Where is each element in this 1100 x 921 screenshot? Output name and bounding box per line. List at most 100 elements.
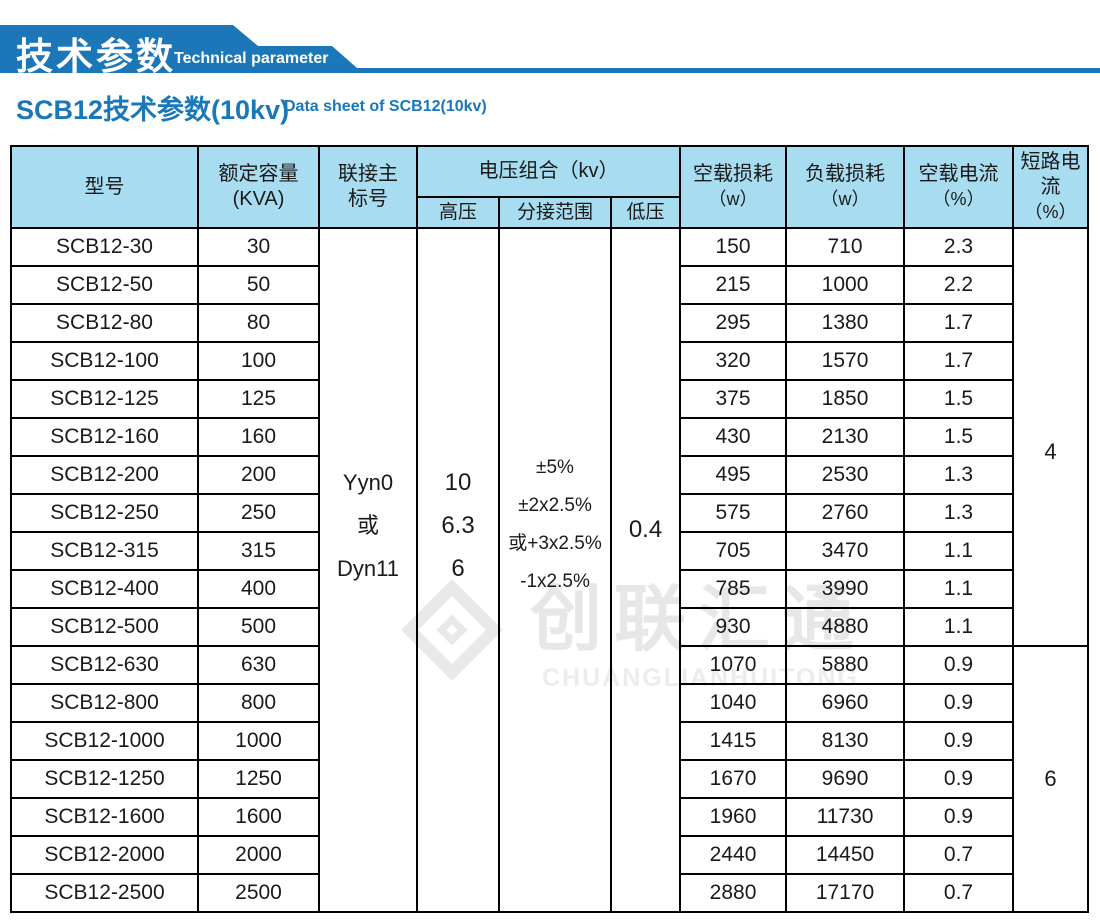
capacity-cell: 630 bbox=[197, 645, 320, 685]
page-title: SCB12技术参数(10kv) bbox=[16, 95, 290, 125]
section-banner: 技术参数 Technical parameter bbox=[0, 25, 1100, 73]
header-no-load-current: 空载电流 （%） bbox=[903, 145, 1015, 229]
no-load-loss-cell: 575 bbox=[679, 493, 788, 533]
table-row: SCB12-400 400 785 3990 1.1 bbox=[10, 569, 1088, 609]
short-circuit-cell: 6 bbox=[1012, 645, 1090, 913]
load-loss-cell: 1850 bbox=[785, 379, 906, 419]
capacity-cell: 100 bbox=[197, 341, 320, 381]
no-load-loss-cell: 1415 bbox=[679, 721, 788, 761]
no-load-loss-cell: 1960 bbox=[679, 797, 788, 837]
load-loss-cell: 8130 bbox=[785, 721, 906, 761]
no-load-current-cell: 0.9 bbox=[903, 683, 1015, 723]
model-cell: SCB12-250 bbox=[10, 493, 199, 533]
table-header: 型号 额定容量 (KVA) 联接主 标号 电压组合（kv） 空载损耗 （w） 负… bbox=[10, 145, 1090, 229]
no-load-loss-cell: 295 bbox=[679, 303, 788, 343]
no-load-current-cell: 1.1 bbox=[903, 569, 1015, 609]
table-row: SCB12-1600 1600 1960 11730 0.9 bbox=[10, 797, 1088, 837]
table-row: SCB12-800 800 1040 6960 0.9 bbox=[10, 683, 1088, 723]
lv-cell: 0.4 bbox=[609, 227, 682, 913]
header-no-load-loss: 空载损耗 （w） bbox=[679, 145, 788, 229]
no-load-loss-cell: 2440 bbox=[679, 835, 788, 875]
header-model: 型号 bbox=[10, 145, 199, 229]
table-row: SCB12-80 80 295 1380 1.7 bbox=[10, 303, 1088, 343]
header-lv: 低压 bbox=[609, 196, 682, 229]
short-circuit-cell: 4 bbox=[1012, 227, 1090, 647]
no-load-current-cell: 1.1 bbox=[903, 607, 1015, 647]
model-cell: SCB12-200 bbox=[10, 455, 199, 495]
no-load-current-cell: 1.5 bbox=[903, 417, 1015, 457]
model-cell: SCB12-30 bbox=[10, 227, 199, 267]
no-load-loss-cell: 375 bbox=[679, 379, 788, 419]
capacity-cell: 2500 bbox=[197, 873, 320, 913]
page-title-en: Data sheet of SCB12(10kv) bbox=[284, 98, 487, 115]
capacity-cell: 1250 bbox=[197, 759, 320, 799]
capacity-cell: 50 bbox=[197, 265, 320, 305]
model-cell: SCB12-2000 bbox=[10, 835, 199, 875]
no-load-current-cell: 0.9 bbox=[903, 721, 1015, 761]
no-load-loss-cell: 705 bbox=[679, 531, 788, 571]
load-loss-cell: 5880 bbox=[785, 645, 906, 685]
table-row: SCB12-1000 1000 1415 8130 0.9 bbox=[10, 721, 1088, 761]
model-cell: SCB12-400 bbox=[10, 569, 199, 609]
load-loss-cell: 2130 bbox=[785, 417, 906, 457]
no-load-current-cell: 0.9 bbox=[903, 797, 1015, 837]
table-row: SCB12-125 125 375 1850 1.5 bbox=[10, 379, 1088, 419]
capacity-cell: 400 bbox=[197, 569, 320, 609]
header-tap-range: 分接范围 bbox=[498, 196, 612, 229]
table-row: SCB12-500 500 930 4880 1.1 bbox=[10, 607, 1088, 647]
no-load-current-cell: 1.3 bbox=[903, 493, 1015, 533]
table-row: SCB12-160 160 430 2130 1.5 bbox=[10, 417, 1088, 457]
model-cell: SCB12-800 bbox=[10, 683, 199, 723]
capacity-cell: 315 bbox=[197, 531, 320, 571]
load-loss-cell: 2760 bbox=[785, 493, 906, 533]
no-load-loss-cell: 320 bbox=[679, 341, 788, 381]
parameters-table: 型号 额定容量 (KVA) 联接主 标号 电压组合（kv） 空载损耗 （w） 负… bbox=[10, 145, 1090, 913]
load-loss-cell: 3470 bbox=[785, 531, 906, 571]
table-row: SCB12-2000 2000 2440 14450 0.7 bbox=[10, 835, 1088, 875]
table-row: SCB12-1250 1250 1670 9690 0.9 bbox=[10, 759, 1088, 799]
load-loss-cell: 11730 bbox=[785, 797, 906, 837]
capacity-cell: 2000 bbox=[197, 835, 320, 875]
capacity-cell: 250 bbox=[197, 493, 320, 533]
connection-symbol-cell: Yyn0 或 Dyn11 bbox=[318, 227, 418, 913]
banner-title: 技术参数 bbox=[16, 36, 176, 77]
load-loss-cell: 2530 bbox=[785, 455, 906, 495]
no-load-loss-cell: 930 bbox=[679, 607, 788, 647]
table-row: SCB12-50 50 215 1000 2.2 bbox=[10, 265, 1088, 305]
header-capacity: 额定容量 (KVA) bbox=[197, 145, 320, 229]
no-load-current-cell: 2.3 bbox=[903, 227, 1015, 267]
capacity-cell: 800 bbox=[197, 683, 320, 723]
tap-range-cell: ±5% ±2x2.5% 或+3x2.5% -1x2.5% bbox=[498, 227, 612, 913]
no-load-current-cell: 1.7 bbox=[903, 303, 1015, 343]
capacity-cell: 200 bbox=[197, 455, 320, 495]
model-cell: SCB12-80 bbox=[10, 303, 199, 343]
load-loss-cell: 1000 bbox=[785, 265, 906, 305]
capacity-cell: 30 bbox=[197, 227, 320, 267]
table-row: SCB12-2500 2500 2880 17170 0.7 bbox=[10, 873, 1088, 913]
header-connection: 联接主 标号 bbox=[318, 145, 418, 229]
table-row: SCB12-250 250 575 2760 1.3 bbox=[10, 493, 1088, 533]
load-loss-cell: 710 bbox=[785, 227, 906, 267]
no-load-current-cell: 0.7 bbox=[903, 835, 1015, 875]
no-load-loss-cell: 785 bbox=[679, 569, 788, 609]
header-load-loss: 负载损耗 （w） bbox=[785, 145, 906, 229]
load-loss-cell: 1380 bbox=[785, 303, 906, 343]
model-cell: SCB12-160 bbox=[10, 417, 199, 457]
no-load-loss-cell: 1670 bbox=[679, 759, 788, 799]
table-row: SCB12-30 30 Yyn0 或 Dyn11 10 6.3 6 ±5% ±2x2.5% 或+3x… bbox=[10, 227, 1090, 913]
header-voltage-group: 电压组合（kv） bbox=[415, 145, 682, 198]
load-loss-cell: 9690 bbox=[785, 759, 906, 799]
load-loss-cell: 3990 bbox=[785, 569, 906, 609]
no-load-loss-cell: 2880 bbox=[679, 873, 788, 913]
no-load-loss-cell: 430 bbox=[679, 417, 788, 457]
capacity-cell: 1600 bbox=[197, 797, 320, 837]
table-row: SCB12-315 315 705 3470 1.1 bbox=[10, 531, 1088, 571]
table-row: SCB12-100 100 320 1570 1.7 bbox=[10, 341, 1088, 381]
model-cell: SCB12-100 bbox=[10, 341, 199, 381]
table-body: SCB12-30 30 Yyn0 或 Dyn11 10 6.3 6 ±5% ±2x2.5% 或+3x… bbox=[10, 227, 1090, 913]
model-cell: SCB12-315 bbox=[10, 531, 199, 571]
no-load-current-cell: 0.9 bbox=[903, 645, 1015, 685]
capacity-cell: 160 bbox=[197, 417, 320, 457]
no-load-current-cell: 1.3 bbox=[903, 455, 1015, 495]
